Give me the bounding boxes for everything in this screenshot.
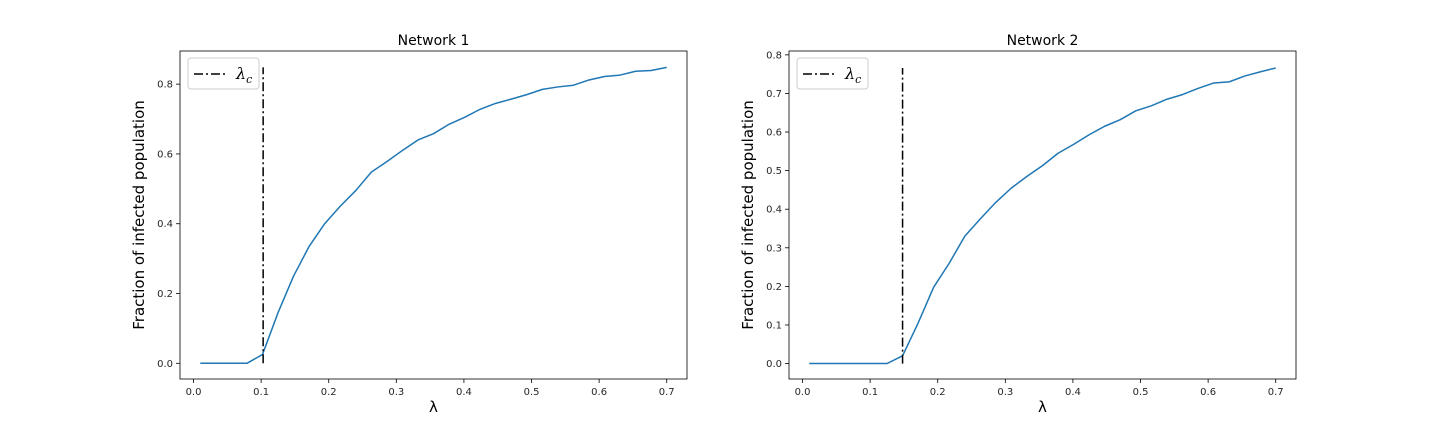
y-tick-label: 0.7: [766, 89, 782, 100]
x-tick-label: 0.1: [253, 387, 269, 398]
x-tick-label: 0.1: [862, 387, 878, 398]
x-tick-label: 0.4: [1065, 387, 1081, 398]
x-tick-label: 0.5: [524, 387, 540, 398]
x-tick-label: 0.6: [1200, 387, 1216, 398]
x-tick-label: 0.7: [1268, 387, 1284, 398]
y-tick-label: 0.4: [157, 219, 173, 230]
y-tick-label: 0.4: [766, 205, 782, 216]
chart-panel-1: Network 1 0.0 0.1 0.2 0.3 0.4 0.5 0.6 0.7 0.0 0.2 0…: [130, 33, 688, 416]
y-tick-label: 0.0: [766, 359, 782, 370]
plot-frame: [788, 50, 1297, 380]
x-tick-label: 0.5: [1133, 387, 1149, 398]
legend-label-subscript: c: [855, 73, 861, 86]
x-tick-label: 0.2: [321, 387, 337, 398]
legend-label-main: λ: [235, 64, 246, 83]
chart-title: Network 1: [398, 33, 470, 49]
x-tick-label: 0.2: [930, 387, 946, 398]
legend-label-main: λ: [844, 64, 855, 83]
y-tick-label: 0.1: [766, 320, 782, 331]
y-tick-label: 0.3: [766, 243, 782, 254]
x-tick-label: 0.7: [659, 387, 675, 398]
legend: λc: [796, 57, 869, 90]
x-tick-label: 0.3: [997, 387, 1013, 398]
x-axis-label: λ: [429, 398, 438, 416]
y-axis-label: Fraction of infected population: [739, 100, 757, 330]
y-tick-label: 0.5: [766, 166, 782, 177]
y-tick-label: 0.8: [157, 80, 173, 91]
plot-frame: [179, 50, 688, 380]
legend-label: λc: [235, 64, 252, 86]
y-tick-label: 0.8: [766, 50, 782, 61]
x-tick-label: 0.0: [795, 387, 811, 398]
y-tick-label: 0.2: [157, 289, 173, 300]
x-tick-label: 0.0: [186, 387, 202, 398]
legend: λc: [187, 57, 260, 90]
chart-panel-2: Network 2 0.0 0.1 0.2 0.3 0.4 0.5 0.6 0.7 0.0 0.1 0…: [739, 33, 1297, 416]
legend-label-subscript: c: [246, 73, 252, 86]
y-axis-label: Fraction of infected population: [130, 100, 148, 330]
x-axis-label: λ: [1038, 398, 1047, 416]
series-line: [809, 67, 1276, 365]
x-tick-label: 0.6: [591, 387, 607, 398]
x-tick-label: 0.4: [456, 387, 472, 398]
chart-title: Network 2: [1007, 33, 1079, 49]
legend-label: λc: [844, 64, 861, 86]
y-tick-label: 0.2: [766, 282, 782, 293]
y-tick-label: 0.6: [157, 149, 173, 160]
y-tick-label: 0.6: [766, 128, 782, 139]
y-tick-label: 0.0: [157, 359, 173, 370]
x-tick-label: 0.3: [388, 387, 404, 398]
series-line: [200, 66, 667, 365]
